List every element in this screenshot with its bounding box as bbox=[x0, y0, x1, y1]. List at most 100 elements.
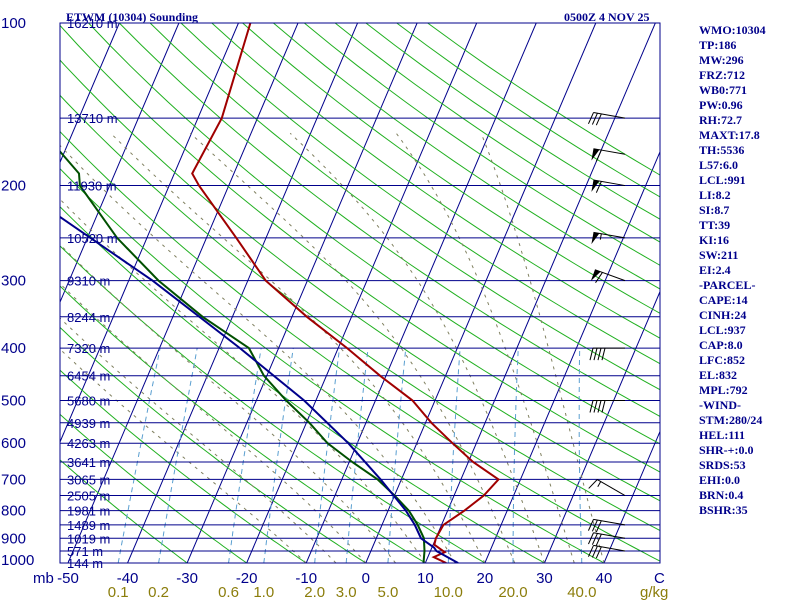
parcel-profile-line bbox=[60, 215, 459, 563]
isotherm-line bbox=[365, 23, 597, 563]
isotherm-line bbox=[186, 23, 418, 563]
temperature-tick-label: 0 bbox=[362, 570, 370, 587]
wind-barb-staff bbox=[593, 112, 626, 119]
height-label: 10520 m bbox=[67, 231, 118, 246]
wind-barb bbox=[589, 399, 625, 413]
pressure-unit-label: mb bbox=[33, 570, 54, 587]
mixing-ratio-line bbox=[578, 348, 583, 563]
wind-barb-flag bbox=[591, 545, 598, 558]
height-label: 4263 m bbox=[67, 436, 110, 451]
height-label: 4939 m bbox=[67, 416, 110, 431]
index-row: CAP:8.0 bbox=[699, 338, 743, 352]
temperature-tick-label: -30 bbox=[176, 570, 198, 587]
pressure-tick-label: 900 bbox=[1, 530, 26, 547]
wind-barb-flag bbox=[601, 400, 606, 413]
height-label: 16210 m bbox=[67, 16, 118, 31]
isotherm-line bbox=[246, 23, 478, 563]
moist-adiabat-line bbox=[60, 144, 456, 563]
index-row: BSHR:35 bbox=[699, 503, 748, 517]
wind-barb-staff bbox=[593, 544, 626, 552]
isotherm-line bbox=[424, 23, 656, 563]
temperature-tick-label: -50 bbox=[57, 570, 79, 587]
mixing-ratio-tick-label: 0.6 bbox=[218, 584, 239, 600]
mixing-ratio-tick-label: 5.0 bbox=[378, 584, 399, 600]
mixing-ratio-tick-label: 20.0 bbox=[498, 584, 527, 600]
height-label: 8244 m bbox=[67, 310, 110, 325]
wind-barb-pennant bbox=[590, 269, 601, 281]
mixing-ratio-line bbox=[512, 348, 519, 563]
mixing-ratio-line bbox=[447, 348, 461, 563]
height-label: 7320 m bbox=[67, 341, 110, 356]
temperature-tick-label: 30 bbox=[536, 570, 553, 587]
wind-barb-flag bbox=[595, 113, 602, 126]
index-row: SRDS:53 bbox=[699, 458, 746, 472]
mixing-ratio-tick-label: 40.0 bbox=[567, 584, 596, 600]
index-row: BRN:0.4 bbox=[699, 488, 744, 502]
mixing-ratio-tick-label: 2.0 bbox=[304, 584, 325, 600]
index-row: MAXT:17.8 bbox=[699, 128, 760, 142]
wind-barb bbox=[587, 112, 626, 126]
height-label: 144 m bbox=[67, 556, 103, 571]
wind-barb-flag bbox=[595, 181, 602, 193]
mixing-ratio-tick-label: 0.2 bbox=[148, 584, 169, 600]
sounding-series bbox=[60, 23, 501, 563]
temperature-tick-label: -40 bbox=[117, 570, 139, 587]
index-row: MPL:792 bbox=[699, 383, 748, 397]
wind-barb-flag bbox=[597, 400, 602, 413]
wind-barb-flag bbox=[601, 347, 606, 361]
wind-barb bbox=[591, 179, 626, 193]
height-label: 3065 m bbox=[67, 472, 110, 487]
isotherm-line bbox=[60, 23, 239, 444]
wind-barb-halfflag bbox=[597, 481, 602, 487]
wind-barb-flag bbox=[591, 113, 598, 125]
pressure-tick-label: 100 bbox=[1, 15, 26, 32]
wind-barbs bbox=[587, 112, 626, 559]
wind-barb-pennant bbox=[591, 179, 600, 192]
index-row: SHR-+:0.0 bbox=[699, 443, 754, 457]
index-row: EI:2.4 bbox=[699, 263, 731, 277]
height-label: 1489 m bbox=[67, 518, 110, 533]
pressure-tick-label: 300 bbox=[1, 273, 26, 290]
index-row: STM:280/24 bbox=[699, 413, 763, 427]
mixing-ratio-unit-label: g/kg bbox=[640, 584, 668, 600]
mixing-ratio-line bbox=[158, 348, 198, 563]
index-row: HEL:111 bbox=[699, 428, 746, 442]
background-lines bbox=[60, 23, 660, 563]
height-label: 2505 m bbox=[67, 489, 110, 504]
wind-barb-flag bbox=[595, 546, 602, 559]
wind-barb-flag bbox=[593, 400, 598, 413]
wind-barb-staff bbox=[597, 479, 626, 496]
index-row: -PARCEL- bbox=[699, 278, 756, 292]
moist-adiabat-line bbox=[60, 243, 396, 563]
observation-time: 0500Z 4 NOV 25 bbox=[564, 10, 649, 24]
wind-barb-flag bbox=[591, 519, 598, 532]
temperature-unit-label: C bbox=[654, 570, 665, 587]
index-row: SI:8.7 bbox=[699, 203, 730, 217]
temperature-profile-line bbox=[191, 23, 501, 563]
mixing-ratio-tick-label: 10.0 bbox=[434, 584, 463, 600]
index-row: EHI:0.0 bbox=[699, 473, 741, 487]
index-row: L57:6.0 bbox=[699, 158, 738, 172]
station-title: ETWM (10304) Sounding bbox=[66, 10, 198, 24]
height-label: 11930 m bbox=[67, 179, 117, 194]
isotherm-line bbox=[305, 23, 537, 563]
height-label: 13710 m bbox=[67, 111, 118, 126]
wind-barb bbox=[591, 148, 626, 162]
index-row: PW:0.96 bbox=[699, 98, 743, 112]
index-row: TH:5536 bbox=[699, 143, 745, 157]
index-row: RH:72.7 bbox=[699, 113, 742, 127]
moist-adiabat-line bbox=[60, 282, 367, 563]
wind-barb-flag bbox=[597, 347, 602, 361]
wind-barb-pennant bbox=[591, 148, 600, 161]
height-label: 1981 m bbox=[67, 504, 110, 519]
pressure-tick-label: 200 bbox=[1, 178, 26, 195]
height-label: 571 m bbox=[67, 544, 103, 559]
stability-indices-panel: WMO:10304 TP:186 MW:296 FRZ:712 WB0:771 PW:0.… bbox=[699, 23, 799, 518]
wind-barb-flag bbox=[587, 519, 594, 531]
wind-barb-flag bbox=[591, 533, 598, 545]
wind-barb bbox=[589, 347, 625, 361]
index-row: FRZ:712 bbox=[699, 68, 745, 82]
wind-barb-flag bbox=[593, 347, 598, 361]
